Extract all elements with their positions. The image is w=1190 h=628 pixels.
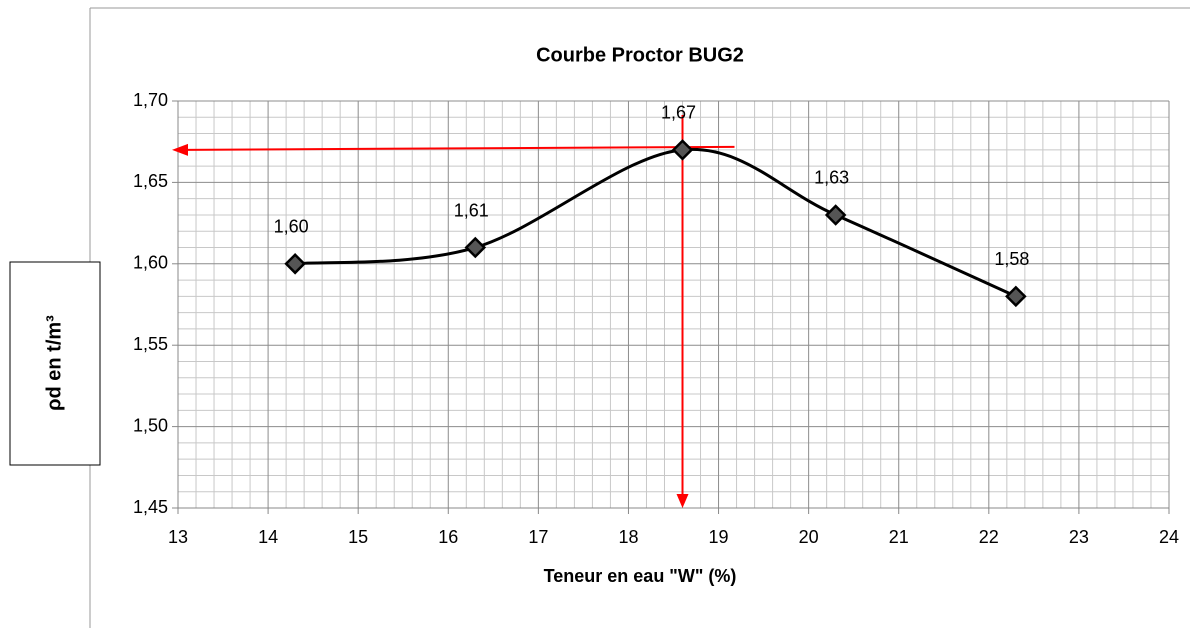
x-tick-label: 22 bbox=[979, 527, 999, 547]
data-label: 1,60 bbox=[274, 217, 309, 237]
y-tick-label: 1,70 bbox=[133, 90, 168, 110]
y-tick-label: 1,65 bbox=[133, 171, 168, 191]
data-label: 1,63 bbox=[814, 168, 849, 188]
plot-area bbox=[178, 101, 1169, 508]
x-tick-label: 19 bbox=[709, 527, 729, 547]
data-label: 1,61 bbox=[454, 200, 489, 220]
x-tick-label: 21 bbox=[889, 527, 909, 547]
x-tick-label: 14 bbox=[258, 527, 278, 547]
y-tick-label: 1,50 bbox=[133, 415, 168, 435]
x-tick-label: 16 bbox=[438, 527, 458, 547]
chart-title: Courbe Proctor BUG2 bbox=[536, 44, 744, 66]
x-tick-label: 18 bbox=[618, 527, 638, 547]
data-label: 1,58 bbox=[994, 249, 1029, 269]
marker bbox=[284, 253, 306, 275]
marker bbox=[464, 236, 487, 259]
marker bbox=[671, 139, 694, 161]
x-tick-label: 15 bbox=[348, 527, 368, 547]
y-axis-label: ρd en t/m³ bbox=[43, 315, 65, 411]
x-tick-label: 13 bbox=[168, 527, 188, 547]
arrow-head bbox=[676, 494, 689, 508]
y-tick-label: 1,60 bbox=[133, 253, 168, 273]
marker bbox=[824, 204, 847, 226]
arrow-head bbox=[172, 143, 188, 156]
x-tick-label: 20 bbox=[799, 527, 819, 547]
y-tick-label: 1,55 bbox=[133, 334, 168, 354]
marker bbox=[1005, 285, 1027, 308]
x-axis-label: Teneur en eau "W" (%) bbox=[544, 566, 737, 586]
data-label: 1,67 bbox=[661, 103, 696, 123]
x-tick-label: 24 bbox=[1159, 527, 1179, 547]
x-tick-label: 17 bbox=[528, 527, 548, 547]
y-label-box bbox=[9, 261, 101, 466]
annotation-arrow bbox=[185, 145, 735, 151]
x-tick-label: 23 bbox=[1069, 527, 1089, 547]
y-tick-label: 1,45 bbox=[133, 497, 168, 517]
